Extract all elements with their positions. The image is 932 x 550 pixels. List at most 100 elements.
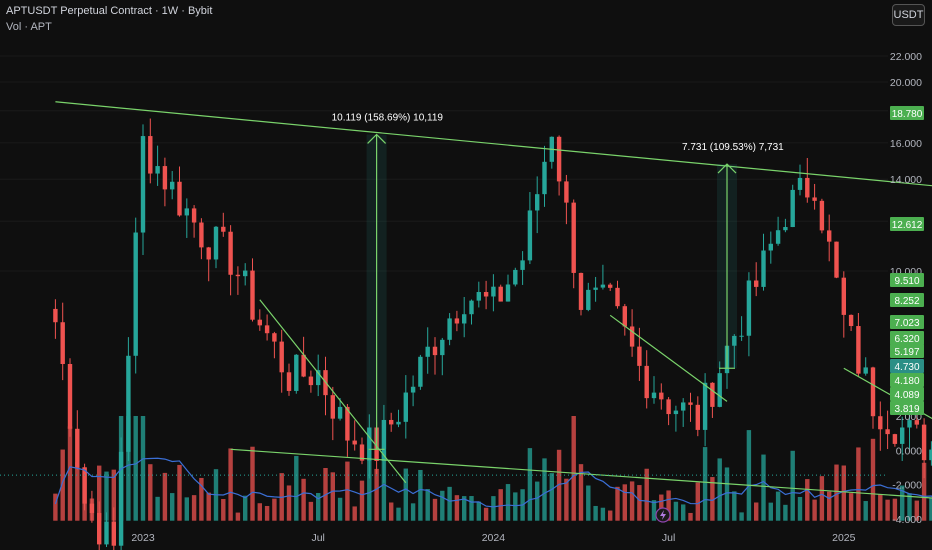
volume-bar — [907, 493, 912, 521]
candle — [702, 382, 708, 430]
candle — [768, 243, 773, 251]
volume-bar — [454, 495, 460, 521]
candle — [907, 420, 912, 428]
candle — [104, 521, 109, 545]
candle — [856, 326, 861, 374]
volume-bar — [586, 485, 591, 521]
candle — [586, 289, 591, 310]
price-tag — [890, 359, 924, 373]
price-tag — [890, 273, 924, 287]
candle — [410, 386, 416, 393]
candle — [848, 314, 854, 327]
candle — [221, 226, 226, 232]
candle — [659, 392, 664, 400]
volume-bar — [710, 477, 715, 521]
candle — [308, 376, 314, 386]
price-tag — [890, 331, 924, 345]
candle — [571, 202, 576, 273]
candle — [184, 208, 189, 216]
candle — [243, 270, 248, 277]
candle — [133, 232, 138, 356]
grid — [0, 55, 888, 272]
volume-bar — [199, 477, 204, 521]
volume-bar — [622, 484, 627, 521]
volume-bar — [761, 454, 766, 521]
candle — [272, 333, 277, 342]
price-tag — [890, 373, 924, 387]
volume-bar — [330, 472, 335, 521]
candle — [593, 287, 598, 290]
annotations: 10.119 (158.69%) 10,119 7.731 (109.53%) 7… — [332, 112, 784, 450]
candle — [432, 346, 438, 356]
candle — [381, 419, 387, 461]
volume-bar — [155, 496, 160, 521]
volume-bar — [739, 512, 744, 521]
volume-bar — [228, 448, 233, 521]
arrow-head — [367, 133, 387, 144]
volume-bar — [732, 491, 737, 521]
volume-bar — [812, 499, 817, 521]
price-tag-label: 6.320 — [894, 334, 919, 345]
volume-bar — [921, 462, 927, 521]
price-tag-label: 7.023 — [894, 318, 919, 329]
time-axis: 2023Jul2024Jul2025Jul2026Jul — [131, 532, 856, 544]
volume-bar — [498, 489, 503, 521]
volume-bar — [345, 461, 350, 521]
price-tag-label: 3.819 — [894, 404, 919, 415]
x-tick-label: 2025 — [832, 532, 856, 544]
candles — [53, 118, 932, 550]
y-tick-label: 14.000 — [890, 174, 922, 186]
volume-bar — [827, 491, 832, 521]
volume-bar — [425, 489, 430, 521]
y-tick-label: -4.000 — [892, 514, 922, 526]
candle — [600, 284, 606, 288]
candle — [754, 280, 759, 287]
candle — [914, 420, 919, 425]
volume-bar — [834, 464, 839, 521]
volume-bar — [67, 426, 73, 521]
volume-bar — [126, 416, 131, 521]
volume-bar — [184, 497, 189, 521]
price-tag-label: 9.510 — [894, 276, 919, 287]
volume-bar — [432, 498, 438, 521]
volume-bar — [870, 438, 876, 521]
candle — [578, 272, 584, 310]
volume-bar — [316, 493, 321, 521]
candle — [732, 335, 737, 346]
candle — [396, 421, 401, 425]
candle — [352, 440, 357, 445]
volume-bar — [104, 471, 109, 521]
volume-bar — [410, 503, 416, 521]
candle — [775, 230, 781, 244]
candle — [535, 194, 540, 211]
x-tick-label: 2023 — [131, 532, 155, 544]
candle — [316, 370, 321, 386]
candle — [834, 241, 839, 278]
candle — [797, 177, 803, 190]
annotation-label: 10.119 (158.69%) 10,119 — [332, 112, 444, 123]
lightning-icon-bolt — [660, 510, 666, 520]
candle — [841, 277, 846, 315]
volume-bar — [644, 468, 649, 521]
volume-bar — [162, 472, 168, 521]
y-tick-label: 20.000 — [890, 77, 922, 89]
candle — [440, 339, 445, 356]
candle — [97, 512, 102, 545]
candle — [710, 382, 715, 407]
candle — [60, 322, 65, 365]
volume-bar — [666, 490, 671, 521]
volume-bar — [286, 485, 292, 521]
price-tag — [890, 106, 924, 120]
candle — [651, 392, 657, 399]
candle — [812, 197, 817, 201]
candle — [483, 292, 489, 297]
currency-button[interactable]: USDT — [892, 4, 925, 26]
volume-bar — [491, 496, 496, 521]
candle — [783, 227, 788, 231]
candle — [498, 286, 503, 302]
volume-bar — [206, 492, 211, 521]
candle — [885, 429, 890, 435]
candle — [425, 346, 430, 357]
volume-bar — [337, 497, 343, 521]
